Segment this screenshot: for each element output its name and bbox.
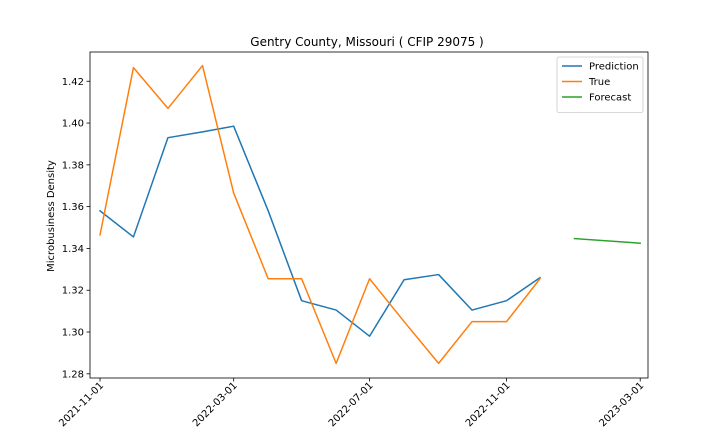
y-tick-label: 1.28 xyxy=(62,369,84,380)
y-tick-label: 1.34 xyxy=(62,244,84,255)
x-tick-label: 2023-03-01 xyxy=(597,380,646,429)
x-tick-label: 2022-11-01 xyxy=(464,380,513,429)
y-tick-label: 1.42 xyxy=(62,77,84,88)
x-tick-label: 2022-03-01 xyxy=(191,380,240,429)
series-line-true xyxy=(99,64,542,365)
series-line-prediction xyxy=(98,125,542,337)
y-tick-label: 1.30 xyxy=(62,328,84,339)
y-tick-label: 1.32 xyxy=(62,286,84,297)
legend-label: Prediction xyxy=(589,62,639,73)
x-tick-label: 2021-11-01 xyxy=(57,380,106,429)
legend-label: Forecast xyxy=(589,93,631,104)
legend-box xyxy=(556,56,644,113)
y-tick-label: 1.40 xyxy=(62,119,84,130)
x-tick-label: 2022-07-01 xyxy=(327,380,376,429)
legend: Prediction True Forecast xyxy=(556,56,644,113)
plot-frame xyxy=(89,51,649,379)
y-tick-label: 1.36 xyxy=(62,202,84,213)
y-axis-label: Microbusiness Density xyxy=(46,160,57,272)
legend-label: True xyxy=(588,77,610,88)
chart-title: Gentry County, Missouri ( CFIP 29075 ) xyxy=(250,35,483,49)
y-tick-label: 1.38 xyxy=(62,160,84,171)
series-line-forecast xyxy=(573,237,642,245)
